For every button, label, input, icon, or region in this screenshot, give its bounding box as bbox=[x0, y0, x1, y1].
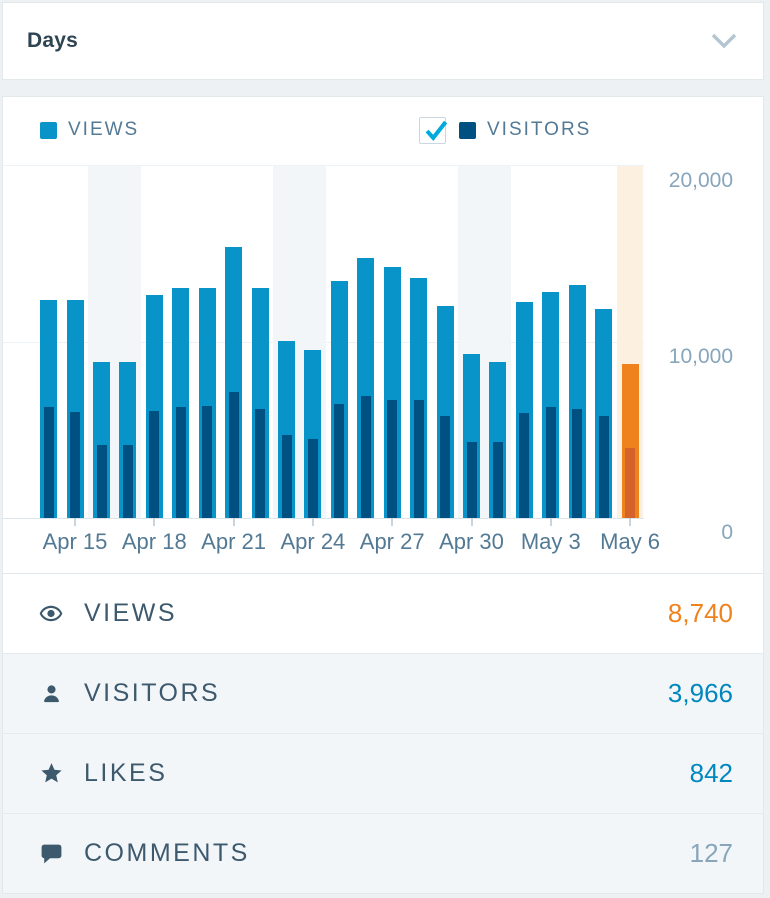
chart-bar-visitors[interactable] bbox=[440, 416, 451, 518]
x-axis-label: Apr 27 bbox=[359, 529, 425, 554]
tab-comments-label: COMMENTS bbox=[84, 839, 250, 867]
tab-comments-value: 127 bbox=[689, 838, 733, 868]
checkmark-icon bbox=[425, 120, 448, 141]
chart-bar-visitors[interactable] bbox=[228, 392, 239, 518]
stats-module: VIEWS VISITORS Apr 15 Apr 18 Apr 21 Apr 24 A… bbox=[2, 96, 764, 894]
chart-bar-visitors[interactable] bbox=[413, 400, 424, 518]
tab-views-label: VIEWS bbox=[84, 599, 178, 627]
tab-visitors-value: 3,966 bbox=[667, 678, 733, 708]
legend-visitors-label: VISITORS bbox=[487, 119, 592, 140]
tab-comments[interactable]: COMMENTS 127 bbox=[3, 813, 763, 893]
x-axis-label: Apr 15 bbox=[42, 529, 108, 554]
x-axis-tick bbox=[391, 518, 394, 526]
chart-bar-visitors[interactable] bbox=[175, 407, 186, 518]
y-axis-label-10000: 10,000 bbox=[668, 345, 733, 368]
tab-likes[interactable]: LIKES 842 bbox=[3, 733, 763, 813]
chart-bar-visitors[interactable] bbox=[466, 442, 477, 518]
x-axis-label: May 3 bbox=[520, 529, 581, 554]
user-icon bbox=[37, 681, 65, 706]
x-axis-label: Apr 30 bbox=[439, 529, 504, 554]
chart-bar-visitors[interactable] bbox=[43, 407, 54, 518]
tab-views-value: 8,740 bbox=[667, 598, 733, 628]
x-axis-tick bbox=[311, 518, 314, 526]
summary-tabs: VIEWS 8,740 VISITORS 3,966 LIKES 842 COM… bbox=[3, 573, 763, 893]
tab-views[interactable]: VIEWS 8,740 bbox=[3, 574, 763, 653]
chart-legend: VIEWS VISITORS bbox=[3, 97, 763, 163]
x-axis-tick bbox=[629, 518, 632, 526]
tab-likes-value: 842 bbox=[689, 758, 733, 788]
chart-bar-visitors[interactable] bbox=[519, 413, 530, 518]
chart-bar-visitors[interactable] bbox=[572, 409, 583, 518]
chart-bar-visitors[interactable] bbox=[70, 412, 80, 518]
chart-bar-visitors[interactable] bbox=[122, 445, 133, 518]
x-axis-label: May 6 bbox=[600, 529, 661, 554]
chart-bar-visitors[interactable] bbox=[149, 411, 160, 518]
period-selector[interactable]: Days bbox=[2, 2, 764, 80]
eye-icon bbox=[37, 599, 65, 628]
visitors-checkbox[interactable] bbox=[419, 116, 448, 144]
y-axis-label-0: 0 bbox=[721, 521, 733, 544]
views-swatch-icon bbox=[40, 121, 57, 139]
chart-bar-visitors[interactable] bbox=[598, 416, 609, 518]
chart-bar-visitors[interactable] bbox=[281, 435, 292, 518]
chart-bar-visitors[interactable] bbox=[492, 442, 503, 518]
x-axis-tick bbox=[153, 518, 156, 526]
chart-bar-visitors[interactable] bbox=[360, 396, 371, 518]
x-axis-label: Apr 24 bbox=[280, 529, 346, 554]
chart-bar-visitors[interactable] bbox=[255, 409, 266, 518]
legend-views-label: VIEWS bbox=[68, 119, 140, 140]
x-axis-tick bbox=[549, 518, 552, 526]
legend-views: VIEWS bbox=[40, 97, 139, 163]
chart-bar-visitors[interactable] bbox=[545, 407, 556, 518]
chevron-down-icon[interactable] bbox=[711, 33, 737, 49]
chart-plot bbox=[3, 165, 644, 519]
chart-bar-visitors[interactable] bbox=[96, 445, 107, 518]
chart-x-axis: Apr 15 Apr 18 Apr 21 Apr 24 Apr 27 Apr 30 May … bbox=[3, 518, 660, 560]
chart-bar-visitors[interactable] bbox=[307, 439, 318, 518]
tab-visitors[interactable]: VISITORS 3,966 bbox=[3, 653, 763, 733]
tab-likes-label: LIKES bbox=[84, 759, 168, 787]
x-axis-label: Apr 18 bbox=[121, 529, 187, 554]
period-title: Days bbox=[27, 29, 79, 52]
x-axis-tick bbox=[74, 518, 76, 526]
chart-bar-visitors[interactable] bbox=[202, 406, 213, 518]
tab-visitors-label: VISITORS bbox=[84, 679, 221, 707]
x-axis-tick bbox=[232, 518, 235, 526]
x-axis-label: Apr 21 bbox=[201, 529, 267, 554]
y-axis-label-20000: 20,000 bbox=[668, 169, 733, 192]
visitors-swatch-icon bbox=[459, 121, 476, 139]
x-axis-tick bbox=[470, 518, 473, 526]
chart-bar-visitors[interactable] bbox=[387, 400, 398, 518]
legend-visitors: VISITORS bbox=[419, 97, 591, 163]
chart-bar-visitors[interactable] bbox=[334, 404, 345, 518]
star-icon bbox=[37, 760, 65, 787]
chart-bar-visitors[interactable] bbox=[625, 448, 636, 518]
comment-icon bbox=[37, 841, 65, 866]
